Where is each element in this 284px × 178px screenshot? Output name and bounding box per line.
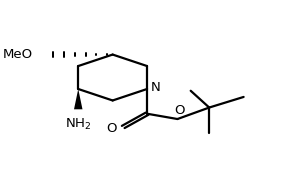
Text: MeO: MeO: [3, 48, 33, 61]
Text: NH$_2$: NH$_2$: [65, 117, 91, 132]
Polygon shape: [74, 89, 82, 109]
Text: N: N: [151, 81, 160, 94]
Text: O: O: [174, 104, 185, 117]
Text: O: O: [106, 122, 116, 135]
